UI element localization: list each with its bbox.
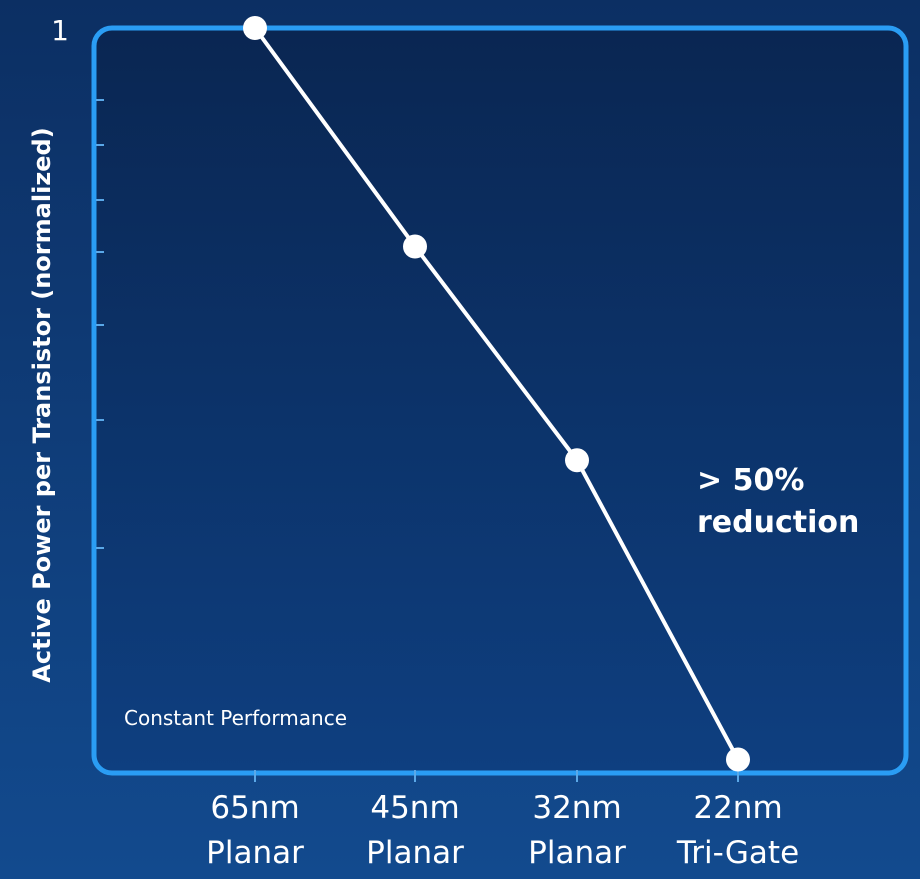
series-markers: [243, 16, 750, 772]
plot-area: [91, 25, 909, 776]
x-tick-label-node: 22nm: [693, 790, 782, 826]
x-axis-ticks: [254, 770, 739, 782]
x-tick-label-process: Planar: [528, 835, 626, 871]
data-point-22nm: [726, 747, 750, 772]
annotation-line-1: > 50%: [697, 463, 804, 498]
x-tick-label-process: Planar: [206, 835, 304, 871]
x-tick-label-process: Tri-Gate: [676, 835, 799, 871]
series-line: [253, 26, 740, 762]
x-tick-labels: 65nm Planar 45nm Planar 32nm Planar 22nm Tri-Ga…: [206, 790, 799, 871]
x-tick-label-process: Planar: [366, 835, 464, 871]
x-tick-label-node: 65nm: [210, 790, 299, 826]
y-tick-label-top: 1: [51, 14, 69, 47]
x-tick-label-node: 45nm: [370, 790, 459, 826]
x-tick-label-node: 32nm: [532, 790, 621, 826]
data-point-45nm: [403, 234, 427, 259]
data-point-32nm: [565, 448, 589, 473]
annotation-line-2: reduction: [697, 505, 859, 540]
note-text: Constant Performance: [124, 706, 347, 730]
y-axis-ticks: [96, 99, 104, 549]
data-point-65nm: [243, 16, 267, 40]
y-axis-label: Active Power per Transistor (normalized): [28, 127, 56, 682]
